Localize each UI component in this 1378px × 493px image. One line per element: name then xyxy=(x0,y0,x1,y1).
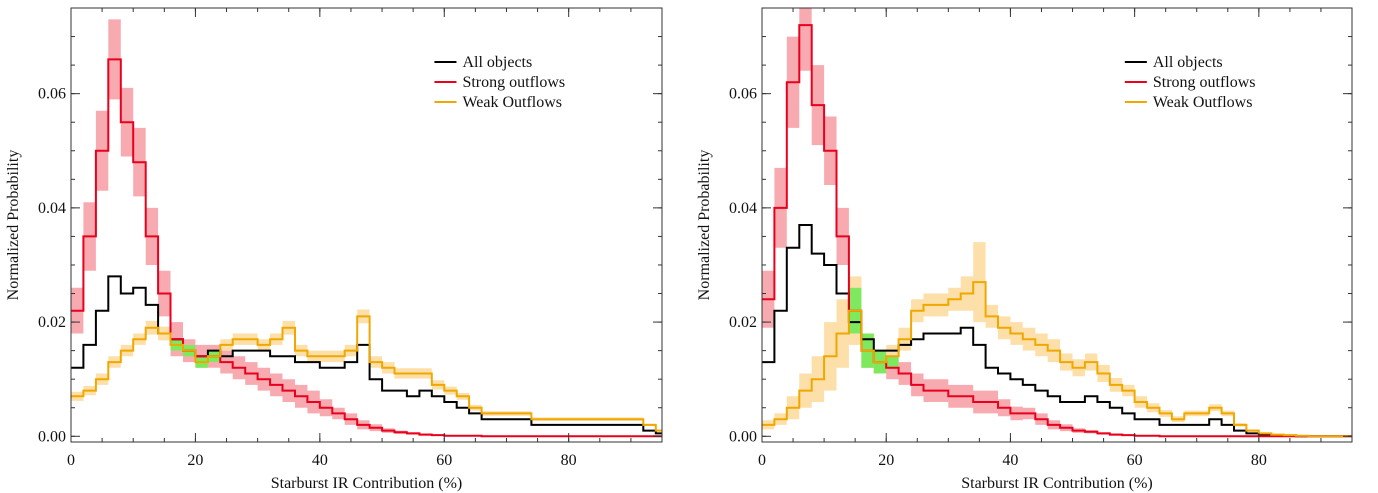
legend-label: All objects xyxy=(462,54,532,71)
band-strong-outflows xyxy=(71,19,662,437)
band-weak-outflows xyxy=(71,309,662,432)
x-tick-label: 80 xyxy=(1251,452,1267,469)
x-tick-label: 60 xyxy=(436,452,452,469)
legend-label: Weak Outflows xyxy=(462,94,562,111)
x-tick-label: 20 xyxy=(878,452,894,469)
chart-panel-right: 0 20 40 60 80 0.00 0.02 0.04 0.06 Starburst IR Co… xyxy=(696,7,1353,492)
series-line-strong-outflows xyxy=(71,58,662,438)
y-tick-label: 0.00 xyxy=(729,428,757,445)
y-tick-label: 0.06 xyxy=(729,86,757,103)
y-axis-title: Normalized Probability xyxy=(696,150,713,301)
y-tick-label: 0.00 xyxy=(38,428,66,445)
legend-label: Weak Outflows xyxy=(1153,94,1253,111)
legend-label: Strong outflows xyxy=(462,74,565,91)
x-tick-label: 20 xyxy=(187,452,203,469)
x-tick-label: 0 xyxy=(758,452,766,469)
plot-frame xyxy=(761,7,1353,443)
y-tick-label: 0.02 xyxy=(729,314,757,331)
x-axis-title: Starburst IR Contribution (%) xyxy=(961,475,1153,492)
overlap-region xyxy=(886,356,899,368)
y-tick-label: 0.04 xyxy=(729,200,757,217)
series-line-strong-outflows xyxy=(762,24,1352,438)
band-weak-outflows xyxy=(762,242,1352,437)
x-tick-label: 40 xyxy=(1002,452,1018,469)
chart-panel-left: 0 20 40 60 80 0.00 0.02 0.04 0.06 Starburst IR Co… xyxy=(5,7,663,492)
series-line-weak-outflows xyxy=(71,315,662,432)
series-line-all-objects xyxy=(71,275,662,435)
y-axis-title: Normalized Probability xyxy=(5,150,22,301)
x-tick-label: 0 xyxy=(67,452,75,469)
y-tick-label: 0.06 xyxy=(38,86,66,103)
plot-area xyxy=(71,19,662,438)
series-line-weak-outflows xyxy=(762,281,1352,438)
y-tick-label: 0.02 xyxy=(38,314,66,331)
band-strong-outflows xyxy=(762,8,1352,437)
plot-area xyxy=(762,8,1352,438)
legend-label: All objects xyxy=(1153,54,1223,71)
x-axis-title: Starburst IR Contribution (%) xyxy=(271,475,463,492)
plot-frame xyxy=(70,7,663,443)
x-tick-label: 40 xyxy=(312,452,328,469)
x-tick-label: 80 xyxy=(561,452,577,469)
x-tick-label: 60 xyxy=(1127,452,1143,469)
legend-label: Strong outflows xyxy=(1153,74,1256,91)
y-tick-label: 0.04 xyxy=(38,200,66,217)
